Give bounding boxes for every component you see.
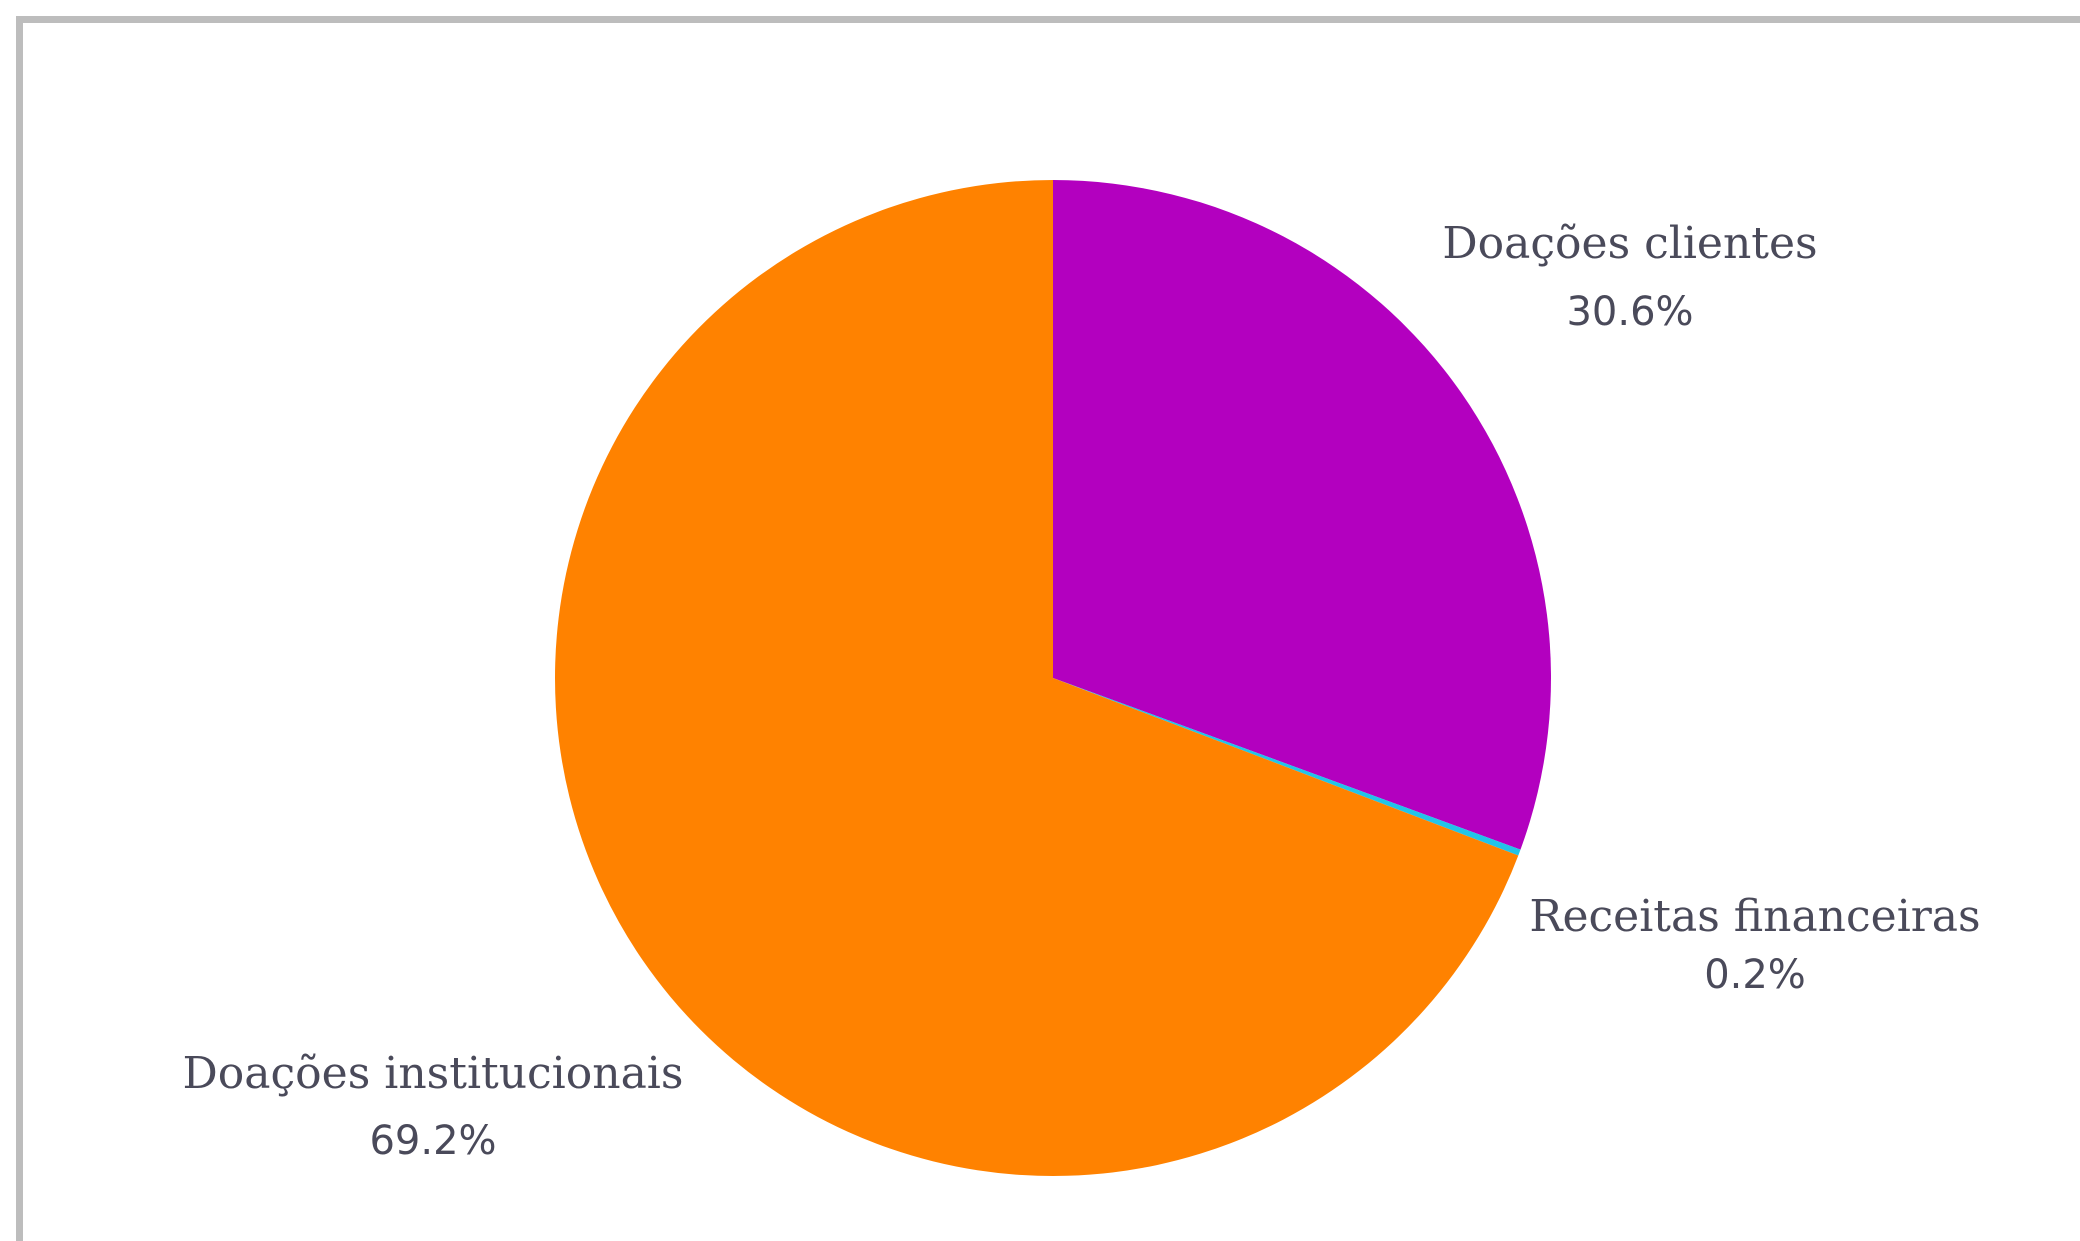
slice-value-clientes: 30.6% — [1566, 289, 1693, 335]
slice-value-receitas: 0.2% — [1704, 952, 1806, 998]
pie-slice-0 — [1053, 180, 1552, 850]
slice-label-institucionais: Doações institucionais — [183, 1048, 684, 1099]
pie-slices — [554, 180, 1552, 1176]
slice-label-receitas: Receitas financeiras — [1529, 891, 1980, 942]
chart-frame — [16, 16, 2080, 1241]
pie-slice-1 — [1053, 678, 1521, 856]
slice-value-institucionais: 69.2% — [369, 1118, 496, 1164]
pie-slice-2 — [554, 180, 1519, 1176]
slice-label-clientes: Doações clientes — [1442, 218, 1817, 269]
